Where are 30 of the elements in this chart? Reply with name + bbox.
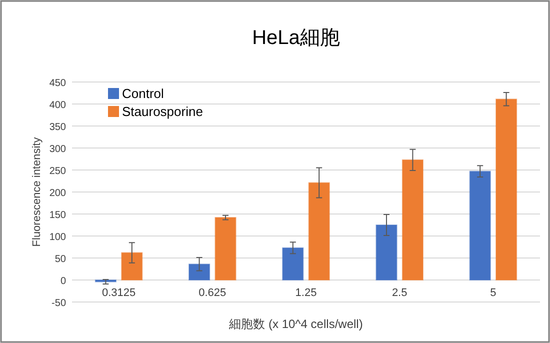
bar — [214, 217, 236, 280]
y-tick-label: 250 — [49, 166, 66, 177]
y-tick-label: 100 — [49, 232, 66, 243]
bar — [496, 98, 518, 280]
chart-title: HeLa細胞 — [252, 27, 340, 49]
bar — [282, 247, 304, 280]
bar — [376, 224, 398, 280]
x-axis-title: 細胞数 (x 10^4 cells/well) — [228, 317, 363, 331]
legend-label: Control — [122, 86, 164, 101]
bar — [402, 159, 424, 280]
y-axis-title: Fluorescence intensity — [31, 136, 43, 247]
y-tick-label: 150 — [49, 210, 66, 221]
y-tick-label: 450 — [49, 78, 66, 89]
x-tick-label: 1.25 — [295, 287, 317, 299]
x-tick-label: 0.3125 — [102, 287, 136, 299]
y-tick-label: 300 — [49, 144, 66, 155]
bar — [188, 264, 210, 280]
x-tick-label: 0.625 — [198, 287, 226, 299]
y-tick-label: 350 — [49, 122, 66, 133]
y-tick-label: -50 — [52, 298, 66, 309]
bar — [469, 170, 491, 280]
x-tick-label: 5 — [490, 287, 496, 299]
y-tick-label: 400 — [49, 100, 66, 111]
y-tick-label: 50 — [54, 254, 66, 265]
y-tick-label: 200 — [49, 188, 66, 199]
bar — [308, 182, 330, 280]
x-tick-label: 2.5 — [392, 287, 408, 299]
legend-label: Staurosporine — [122, 104, 203, 119]
bar — [121, 252, 143, 280]
y-tick-label: 0 — [60, 276, 66, 287]
